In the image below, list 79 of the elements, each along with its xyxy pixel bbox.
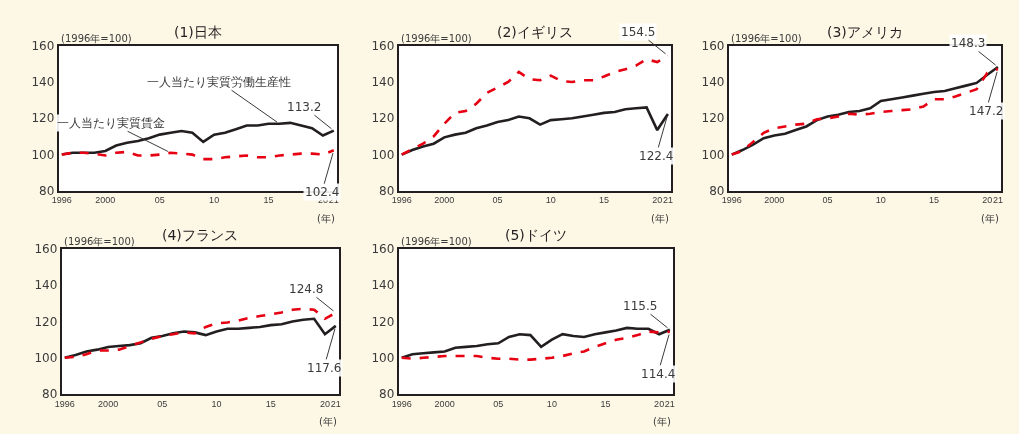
- annotation: 一人当たり実質労働生産性: [147, 75, 291, 89]
- line-series: [60, 148, 336, 161]
- x-tick-label: 10: [875, 195, 886, 206]
- x-axis-title: (年): [981, 213, 999, 224]
- y-axis-title: (1996年=100): [64, 236, 135, 247]
- annotation: 113.2: [287, 100, 322, 114]
- y-tick-label: 160: [701, 38, 725, 53]
- y-axis-title: (1996年=100): [401, 236, 472, 247]
- x-tick-label: 15: [265, 398, 276, 409]
- x-tick-label: 1996: [721, 195, 742, 206]
- x-axis-title: (年): [651, 213, 669, 224]
- x-tick-label: 10: [209, 195, 220, 206]
- y-tick-label: 160: [371, 242, 395, 257]
- chart-title: (1)日本: [174, 24, 222, 40]
- y-axis-title: (1996年=100): [401, 33, 472, 44]
- x-tick-label: 15: [600, 398, 611, 409]
- chart-title: (5)ドイツ: [505, 227, 567, 243]
- x-tick-label: 15: [263, 195, 274, 206]
- y-tick-label: 160: [34, 242, 58, 257]
- x-tick-label: 2000: [434, 195, 455, 206]
- y-tick-label: 120: [34, 314, 58, 329]
- annotation: 115.5: [623, 299, 658, 313]
- y-tick-label: 100: [31, 147, 55, 162]
- chart-title: (3)アメリカ: [827, 24, 903, 40]
- y-tick-label: 120: [31, 111, 55, 126]
- x-axis-title: (年): [317, 213, 335, 224]
- x-tick-label: 1996: [51, 195, 72, 206]
- x-tick-label: 21: [330, 398, 341, 409]
- y-tick-label: 120: [701, 111, 725, 126]
- x-tick-label: 2000: [764, 195, 785, 206]
- x-tick-label: 20: [982, 195, 993, 206]
- y-tick-label: 140: [371, 75, 395, 90]
- x-tick-label: 1996: [391, 195, 412, 206]
- y-tick-label: 100: [371, 147, 395, 162]
- x-tick-label: 05: [157, 398, 168, 409]
- x-tick-label: 20: [319, 398, 330, 409]
- x-axis-title: (年): [653, 416, 671, 427]
- x-tick-label: 2000: [95, 195, 116, 206]
- y-tick-label: 160: [371, 38, 395, 53]
- x-tick-label: 2000: [434, 398, 455, 409]
- x-tick-label: 05: [493, 398, 504, 409]
- annotation: 154.5: [621, 25, 656, 39]
- y-tick-label: 100: [34, 351, 58, 366]
- annotation: 117.6: [307, 361, 342, 375]
- x-tick-label: 05: [154, 195, 165, 206]
- y-tick-label: 140: [31, 75, 55, 90]
- x-tick-label: 20: [652, 195, 663, 206]
- x-tick-label: 15: [929, 195, 940, 206]
- x-tick-label: 21: [992, 195, 1003, 206]
- annotation: 148.3: [951, 36, 986, 50]
- y-tick-label: 100: [371, 351, 395, 366]
- y-axis-title: (1996年=100): [61, 33, 132, 44]
- y-tick-label: 160: [31, 38, 55, 53]
- y-tick-label: 120: [371, 111, 395, 126]
- x-tick-label: 20: [654, 398, 665, 409]
- y-axis-title: (1996年=100): [731, 33, 802, 44]
- y-tick-label: 120: [371, 314, 395, 329]
- annotation: 124.8: [289, 282, 324, 296]
- y-tick-label: 100: [701, 147, 725, 162]
- annotation: 一人当たり実質賃金: [57, 116, 165, 130]
- x-tick-label: 10: [545, 195, 556, 206]
- annotation: 122.4: [639, 149, 674, 163]
- x-tick-label: 10: [546, 398, 557, 409]
- x-tick-label: 2000: [98, 398, 119, 409]
- y-tick-label: 140: [34, 278, 58, 293]
- chart-title: (2)イギリス: [497, 24, 573, 40]
- x-tick-label: 10: [211, 398, 222, 409]
- annotation: 147.2: [969, 104, 1004, 118]
- y-tick-label: 140: [371, 278, 395, 293]
- x-tick-label: 21: [662, 195, 673, 206]
- annotation: 114.4: [641, 367, 676, 381]
- y-tick-label: 140: [701, 75, 725, 90]
- x-tick-label: 21: [664, 398, 675, 409]
- annotation: 102.4: [305, 185, 340, 199]
- x-tick-label: 05: [492, 195, 503, 206]
- x-tick-label: 05: [822, 195, 833, 206]
- chart-title: (4)フランス: [162, 227, 238, 243]
- x-axis-title: (年): [319, 416, 337, 427]
- x-tick-label: 15: [598, 195, 610, 206]
